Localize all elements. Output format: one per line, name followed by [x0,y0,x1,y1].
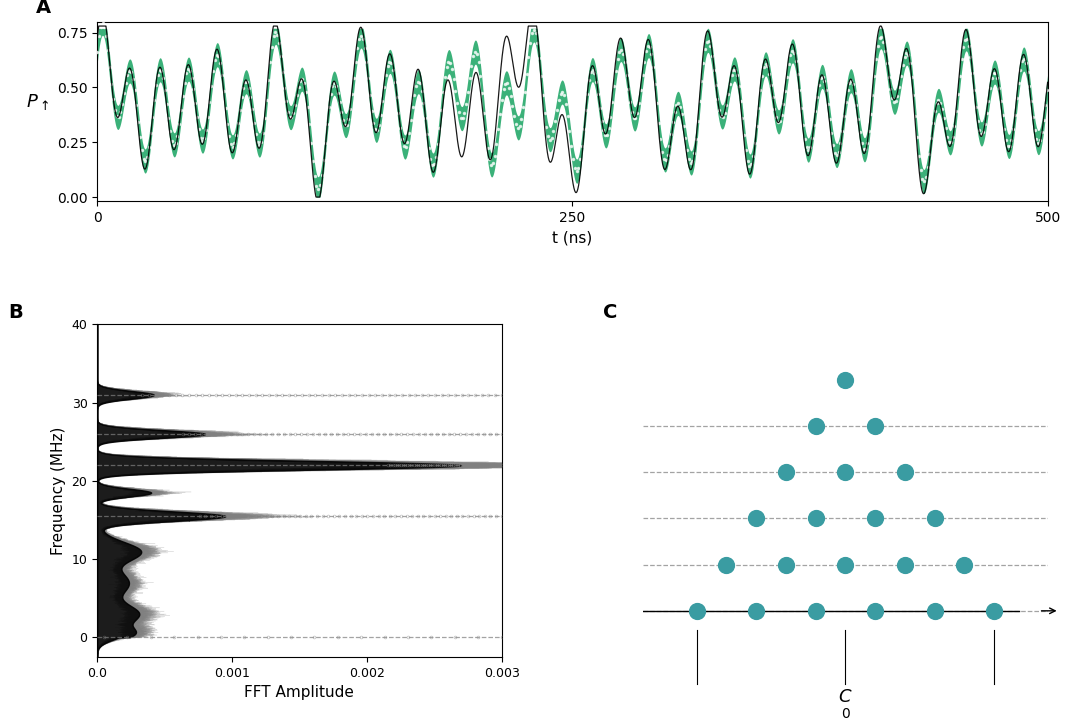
Point [837,374,854,386]
Point [807,605,824,617]
Text: 0: 0 [841,707,850,721]
Point [926,605,943,617]
Point [866,420,883,432]
Point [807,513,824,524]
Text: A: A [36,0,51,17]
Point [747,605,765,617]
Point [896,466,914,478]
Point [837,559,854,570]
Y-axis label: $P_{\uparrow}$: $P_{\uparrow}$ [26,92,49,112]
Point [926,513,943,524]
Point [778,466,795,478]
Point [747,513,765,524]
Point [837,466,854,478]
Point [866,605,883,617]
X-axis label: FFT Amplitude: FFT Amplitude [244,685,354,700]
Text: B: B [9,303,23,322]
Point [688,605,705,617]
Point [807,420,824,432]
Point [896,559,914,570]
X-axis label: t (ns): t (ns) [552,231,593,245]
Text: C: C [603,303,617,322]
Point [778,559,795,570]
X-axis label: $C$: $C$ [838,687,852,705]
Point [985,605,1002,617]
Point [866,513,883,524]
Point [718,559,735,570]
Point [956,559,973,570]
Y-axis label: Frequency (MHz): Frequency (MHz) [51,427,66,555]
